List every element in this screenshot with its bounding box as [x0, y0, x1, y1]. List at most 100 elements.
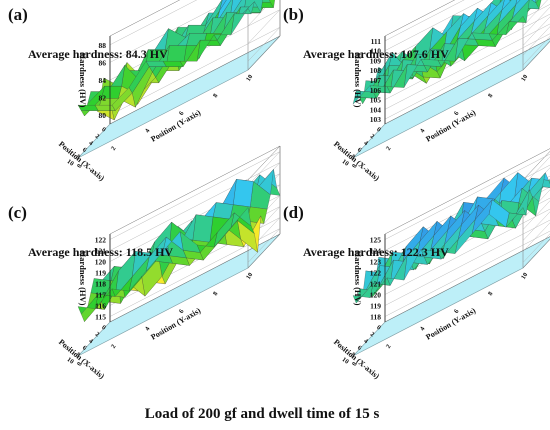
x-tick-label: 8: [350, 351, 357, 359]
z-axis-label: Hardness (HV): [78, 250, 88, 305]
wall-gridline: [384, 0, 484, 51]
y-tick-label: 4: [419, 127, 427, 134]
x-tick-label: 2: [369, 133, 376, 141]
z-tick-label: 80: [99, 111, 107, 120]
x-tick-label: 10: [66, 158, 75, 167]
z-tick-label: 119: [370, 302, 381, 311]
x-tick-label: 2: [94, 331, 101, 339]
wall-gridline: [384, 230, 550, 317]
z-tick-label: 120: [370, 291, 382, 300]
y-tick-label: 8: [212, 92, 220, 99]
z-tick-label: 121: [370, 280, 382, 289]
panel-label: (c): [8, 203, 27, 222]
x-tick-label: 0: [375, 324, 382, 332]
y-tick-label: 8: [487, 92, 495, 99]
wall-gridline: [384, 0, 465, 42]
y-tick-label: 10: [245, 74, 254, 83]
y-tick-label: 8: [487, 290, 495, 297]
y-tick-label: 8: [212, 290, 220, 297]
surface-cell: [77, 105, 99, 111]
wall-gridline: [384, 208, 550, 295]
z-tick-label: 109: [370, 56, 382, 65]
panel-title: Average hardness: 122.3 HV: [303, 245, 449, 259]
surface-cell: [94, 105, 116, 111]
x-tick-label: 6: [356, 344, 363, 352]
z-tick-label: 120: [95, 258, 107, 267]
panel-title: Average hardness: 118.5 HV: [28, 245, 173, 259]
z-axis-label: Hardness (HV): [353, 52, 363, 107]
y-tick-label: 6: [453, 308, 461, 315]
y-tick-label: 0: [351, 163, 359, 169]
y-tick-label: 4: [144, 127, 152, 134]
z-tick-label: 88: [99, 41, 107, 50]
x-tick-label: 0: [100, 126, 107, 134]
z-tick-label: 124: [370, 247, 382, 256]
wall-gridline: [109, 151, 281, 240]
x-tick-label: 0: [100, 324, 107, 332]
panel-title: Average hardness: 107.6 HV: [303, 47, 449, 61]
back-wall-right: [522, 0, 550, 71]
z-tick-label: 121: [95, 247, 107, 256]
z-axis-label: Hardness (HV): [78, 52, 88, 107]
surface-cell: [162, 61, 184, 67]
z-tick-label: 116: [95, 302, 106, 311]
x-tick-label: 6: [81, 344, 88, 352]
back-wall-right: [247, 145, 281, 269]
wall-gridline: [384, 153, 550, 240]
y-tick-label: 10: [520, 74, 529, 83]
surface-cell: [77, 294, 99, 315]
x-tick-label: 0: [375, 126, 382, 134]
y-tick-label: 2: [110, 343, 118, 349]
surface-cell: [192, 214, 214, 243]
surface-cell: [233, 179, 254, 208]
y-tick-label: 2: [385, 145, 393, 151]
z-tick-label: 84: [99, 76, 107, 85]
panel-label: (b): [283, 5, 304, 24]
back-wall-right: [247, 0, 281, 71]
panel-label: (a): [8, 5, 28, 24]
y-tick-label: 2: [110, 145, 118, 151]
z-tick-label: 115: [95, 313, 106, 322]
x-tick-label: 10: [341, 356, 350, 365]
z-tick-label: 111: [371, 37, 382, 46]
x-tick-label: 4: [362, 140, 369, 148]
x-tick-label: 6: [81, 146, 88, 154]
x-tick-label: 4: [87, 338, 94, 346]
surface-cell: [352, 283, 374, 304]
panel-label: (d): [283, 203, 304, 222]
surface-cell: [145, 61, 167, 67]
wall-gridline: [384, 23, 550, 110]
x-tick-label: 4: [87, 140, 94, 148]
y-tick-label: 2: [385, 343, 393, 349]
z-tick-label: 86: [99, 58, 107, 67]
x-tick-label: 2: [369, 331, 376, 339]
y-tick-label: 6: [178, 110, 186, 117]
z-tick-label: 118: [370, 313, 381, 322]
z-tick-label: 103: [370, 115, 382, 124]
z-tick-label: 107: [370, 76, 382, 85]
surface-cell: [352, 85, 374, 105]
x-tick-label: 2: [94, 133, 101, 141]
z-tick-label: 108: [370, 66, 382, 75]
z-tick-label: 106: [370, 86, 382, 95]
wall-gridline: [384, 0, 530, 61]
x-tick-label: 8: [75, 351, 82, 359]
y-tick-label: 10: [520, 272, 529, 281]
y-tick-label: 0: [351, 361, 359, 367]
x-tick-label: 10: [66, 356, 75, 365]
z-tick-label: 105: [370, 96, 382, 105]
y-tick-label: 0: [76, 163, 84, 169]
wall-gridline: [109, 27, 281, 116]
x-tick-label: 10: [341, 158, 350, 167]
z-tick-label: 122: [370, 269, 382, 278]
z-tick-label: 110: [370, 47, 381, 56]
x-tick-label: 8: [75, 153, 82, 161]
y-tick-label: 4: [144, 325, 152, 332]
z-tick-label: 104: [370, 105, 382, 114]
figure-caption: Load of 200 gf and dwell time of 15 s: [145, 406, 380, 422]
